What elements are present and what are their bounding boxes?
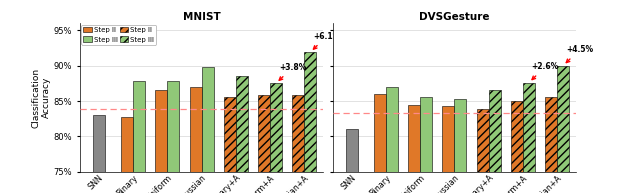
Bar	[420, 97, 432, 172]
Bar	[202, 67, 214, 172]
Bar	[236, 76, 248, 172]
Bar	[489, 90, 500, 172]
Bar	[167, 81, 179, 172]
Text: +6.1%: +6.1%	[313, 32, 340, 49]
Bar	[121, 117, 133, 172]
Title: DVSGesture: DVSGesture	[419, 12, 490, 22]
Bar	[386, 87, 398, 172]
Bar	[545, 97, 557, 172]
Bar	[442, 106, 454, 172]
Text: +2.6%: +2.6%	[532, 62, 559, 80]
Bar	[346, 129, 358, 172]
Y-axis label: Classification
Accuracy: Classification Accuracy	[31, 67, 51, 128]
Bar	[93, 115, 105, 172]
Bar	[454, 99, 467, 172]
Bar	[408, 105, 420, 172]
Bar	[523, 83, 535, 172]
Text: +4.5%: +4.5%	[566, 45, 593, 63]
Legend: Step II, Step III, Step II, Step III: Step II, Step III, Step II, Step III	[81, 25, 156, 45]
Bar	[189, 87, 202, 172]
Bar	[477, 109, 489, 172]
Bar	[374, 94, 386, 172]
Bar	[224, 97, 236, 172]
Bar	[156, 90, 167, 172]
Bar	[557, 66, 569, 172]
Text: +3.8%: +3.8%	[279, 63, 306, 80]
Bar	[133, 81, 145, 172]
Bar	[304, 52, 316, 172]
Bar	[511, 101, 523, 172]
Bar	[270, 83, 282, 172]
Bar	[258, 95, 270, 172]
Title: MNIST: MNIST	[182, 12, 220, 22]
Bar	[292, 95, 304, 172]
